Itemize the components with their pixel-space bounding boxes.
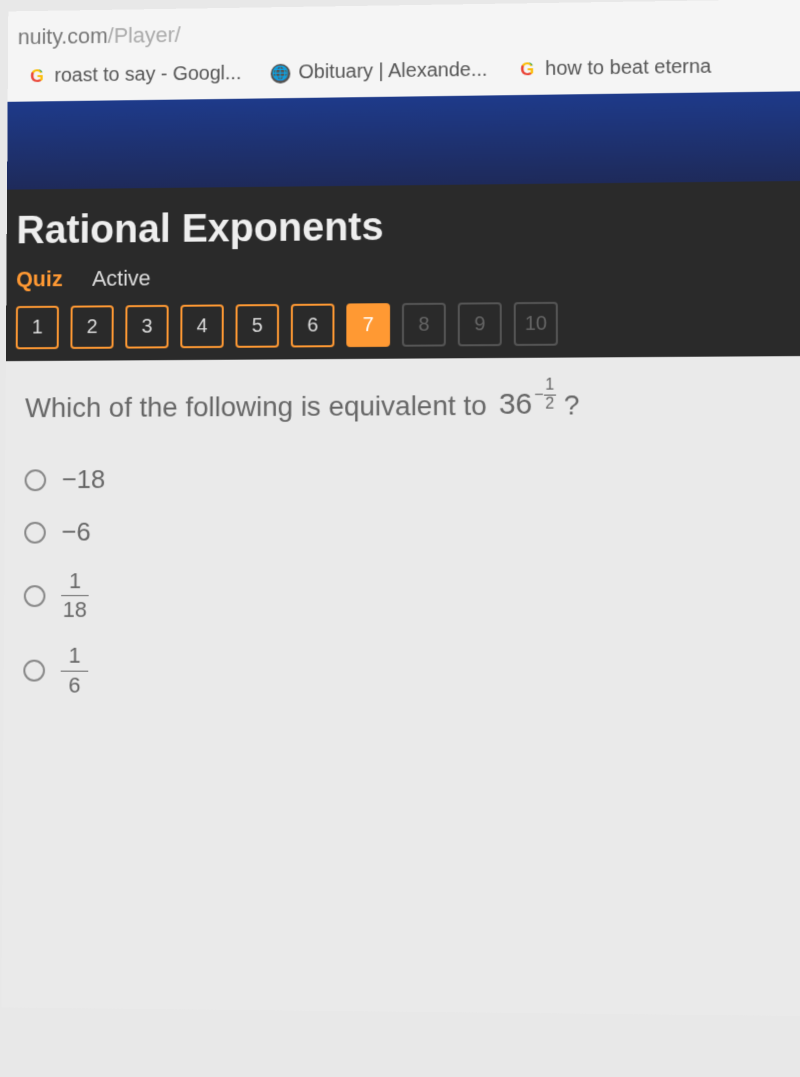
frac-numerator: 1: [69, 569, 81, 593]
exp-denominator: 2: [545, 397, 554, 413]
option-fraction: 1 18: [61, 569, 89, 622]
question-mark: ?: [564, 389, 580, 421]
option-value: −18: [62, 464, 105, 495]
tab-active[interactable]: Active: [92, 266, 151, 292]
question-nav-3[interactable]: 3: [125, 305, 168, 349]
option-fraction: 1 6: [61, 644, 89, 697]
fraction-line: [61, 595, 89, 596]
question-prompt: Which of the following is equivalent to …: [25, 386, 783, 425]
option-value: −6: [61, 517, 90, 548]
option-b[interactable]: −6: [24, 515, 783, 547]
bookmark-label: how to beat eterna: [545, 56, 711, 81]
math-expression: 36 − 1 2: [499, 388, 556, 423]
prompt-text: Which of the following is equivalent to: [25, 389, 487, 423]
question-nav-5[interactable]: 5: [235, 304, 279, 348]
answer-options: −18 −6 1 18 1 6: [23, 462, 784, 699]
url-path: /Player/: [108, 22, 181, 47]
bookmark-label: roast to say - Googl...: [54, 62, 241, 87]
question-nav-9: 9: [458, 302, 502, 346]
url-domain: nuity.com: [18, 23, 108, 49]
exp-numerator: 1: [545, 378, 554, 394]
bookmark-item[interactable]: 🌐 Obituary | Alexande...: [271, 59, 488, 85]
question-nav-6[interactable]: 6: [291, 304, 335, 348]
fraction-line: [61, 670, 89, 671]
quiz-header: Rational Exponents Quiz Active 1 2 3 4 5…: [6, 181, 800, 361]
globe-icon: 🌐: [271, 63, 291, 83]
google-icon: G: [27, 67, 47, 87]
google-icon: G: [517, 60, 537, 80]
question-nav-1[interactable]: 1: [16, 306, 59, 350]
math-exponent: − 1 2: [534, 378, 556, 413]
question-nav-4[interactable]: 4: [180, 304, 223, 348]
bookmark-item[interactable]: G roast to say - Googl...: [27, 62, 241, 87]
option-a[interactable]: −18: [25, 462, 784, 495]
app-banner: [7, 91, 800, 189]
radio-icon[interactable]: [24, 585, 46, 607]
math-base: 36: [499, 388, 533, 422]
question-nav-10: 10: [514, 302, 558, 346]
frac-denominator: 6: [68, 673, 80, 697]
radio-icon[interactable]: [25, 469, 47, 491]
question-nav-7[interactable]: 7: [346, 303, 390, 347]
question-content: Which of the following is equivalent to …: [1, 356, 800, 1016]
tab-quiz[interactable]: Quiz: [16, 266, 63, 292]
radio-icon[interactable]: [24, 521, 46, 543]
frac-numerator: 1: [68, 644, 80, 668]
option-d[interactable]: 1 6: [23, 644, 784, 699]
browser-chrome: nuity.com/Player/ G roast to say - Googl…: [8, 0, 800, 102]
question-nav-2[interactable]: 2: [70, 305, 113, 349]
option-c[interactable]: 1 18: [24, 569, 784, 623]
bookmark-label: Obituary | Alexande...: [298, 59, 487, 84]
bookmark-item[interactable]: G how to beat eterna: [517, 56, 711, 81]
question-nav-8: 8: [402, 303, 446, 347]
question-nav: 1 2 3 4 5 6 7 8 9 10: [16, 300, 792, 349]
exp-sign: −: [534, 386, 543, 404]
page-title: Rational Exponents: [16, 201, 791, 253]
tabs: Quiz Active: [16, 260, 792, 292]
radio-icon[interactable]: [23, 660, 45, 682]
frac-denominator: 18: [63, 598, 87, 622]
